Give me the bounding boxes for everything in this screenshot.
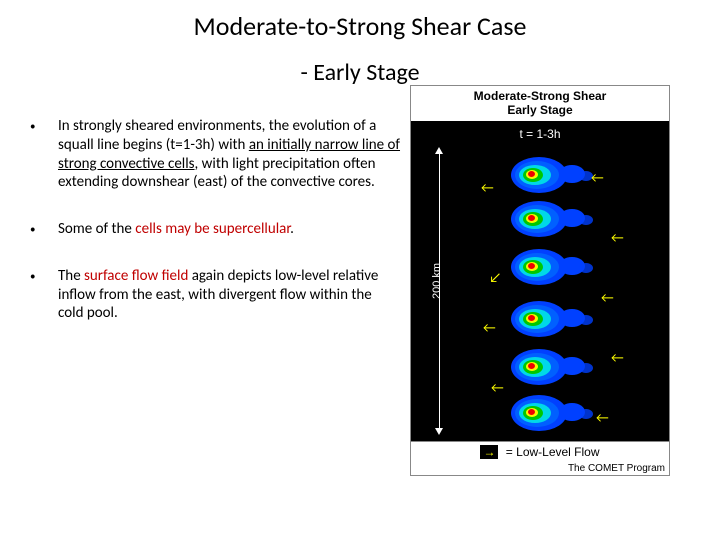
legend-arrow-icon: → xyxy=(480,445,498,459)
cell-layer xyxy=(528,171,535,177)
precip-trail xyxy=(579,363,593,373)
cell-layer xyxy=(528,263,535,269)
convective-cell xyxy=(511,349,567,385)
figure-title-line1: Moderate-Strong Shear xyxy=(474,89,607,103)
figure-title-line2: Early Stage xyxy=(507,103,572,117)
precip-trail xyxy=(579,315,593,325)
precip-trail xyxy=(579,215,593,225)
yaxis-arrow-bottom-icon xyxy=(435,428,443,435)
cell-layer xyxy=(528,409,535,415)
precip-trail xyxy=(579,409,593,419)
figure-column: Moderate-Strong Shear Early Stage t = 1-… xyxy=(410,85,690,476)
figure-plot-area: t = 1-3h 200 km ← ← ← ↙ ← ← ← ← ← xyxy=(411,121,669,441)
bullet-text: The surface flow field again depicts low… xyxy=(58,267,400,323)
bullet-2-pre: Some of the xyxy=(58,220,135,238)
figure-legend: → = Low-Level Flow xyxy=(411,441,669,462)
flow-arrow-icon: ← xyxy=(591,171,604,185)
bullet-3-pre: The xyxy=(58,267,84,285)
bullet-1: • In strongly sheared environments, the … xyxy=(30,117,400,192)
yaxis-arrow-top-icon xyxy=(435,147,443,154)
content-row: • In strongly sheared environments, the … xyxy=(0,117,720,476)
bullet-marker: • xyxy=(30,117,58,192)
slide-subtitle: - Early Stage xyxy=(0,58,720,87)
bullet-text: In strongly sheared environments, the ev… xyxy=(58,117,400,192)
flow-arrow-icon: ↙ xyxy=(489,271,501,285)
convective-cell xyxy=(511,301,567,337)
figure-panel: Moderate-Strong Shear Early Stage t = 1-… xyxy=(410,85,670,476)
bullet-2: • Some of the cells may be supercellular… xyxy=(30,220,400,239)
bullet-text: Some of the cells may be supercellular. xyxy=(58,220,400,239)
flow-arrow-icon: ← xyxy=(611,231,624,245)
bullet-marker: • xyxy=(30,267,58,323)
figure-title: Moderate-Strong Shear Early Stage xyxy=(411,86,669,121)
cell-layer xyxy=(528,363,535,369)
bullet-marker: • xyxy=(30,220,58,239)
flow-arrow-icon: ← xyxy=(611,351,624,365)
convective-cell xyxy=(511,157,567,193)
flow-arrow-icon: ← xyxy=(596,411,609,425)
bullet-3: • The surface flow field again depicts l… xyxy=(30,267,400,323)
bullet-2-post: . xyxy=(290,220,294,238)
cell-layer xyxy=(528,315,535,321)
flow-arrow-icon: ← xyxy=(481,181,494,195)
text-column: • In strongly sheared environments, the … xyxy=(10,117,410,476)
figure-time-label: t = 1-3h xyxy=(519,127,560,141)
cell-layer xyxy=(528,215,535,221)
yaxis-label: 200 km xyxy=(431,263,443,299)
flow-arrow-icon: ← xyxy=(491,381,504,395)
legend-text: = Low-Level Flow xyxy=(502,445,599,459)
convective-cell xyxy=(511,201,567,237)
precip-trail xyxy=(579,263,593,273)
flow-arrow-icon: ← xyxy=(483,321,496,335)
convective-cell xyxy=(511,395,567,431)
bullet-3-red: surface flow field xyxy=(84,267,188,285)
flow-arrow-icon: ← xyxy=(601,291,614,305)
convective-cell xyxy=(511,249,567,285)
figure-credit: The COMET Program xyxy=(411,462,669,475)
bullet-2-red: cells may be supercellular xyxy=(135,220,290,238)
slide-title: Moderate-to-Strong Shear Case xyxy=(0,10,720,42)
